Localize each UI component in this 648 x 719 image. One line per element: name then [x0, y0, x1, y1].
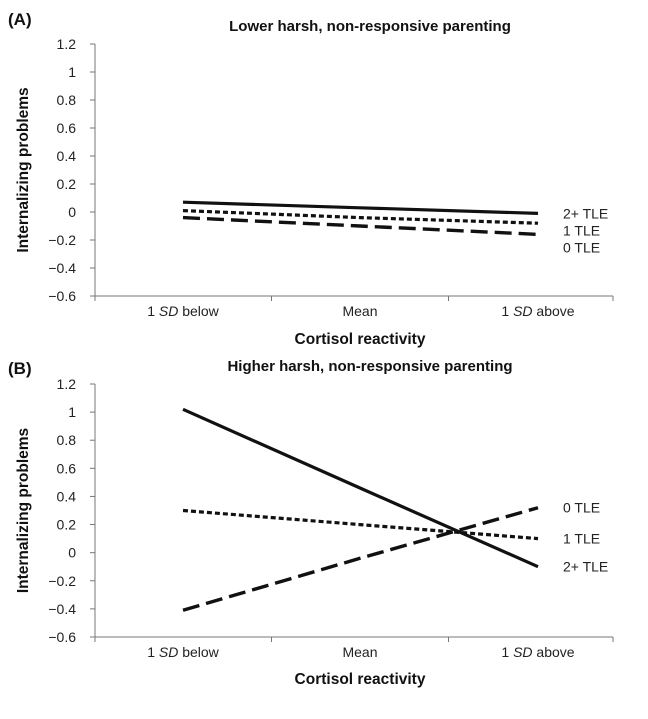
chart-1-y-tick-label: −0.4	[48, 260, 76, 276]
chart-1-y-tick-label: 0.8	[57, 92, 77, 108]
chart-2-series-line-1-tle	[182, 508, 539, 541]
chart-1-series-line-2-tle	[182, 200, 539, 215]
chart-1-x-tick-label: 1 SD above	[501, 303, 574, 319]
chart-2-series-label: 0 TLE	[563, 500, 600, 516]
chart-2-x-tick-label: 1 SD below	[147, 644, 219, 660]
chart-1-series-label: 0 TLE	[563, 239, 600, 255]
chart-2-series-label: 2+ TLE	[563, 559, 608, 575]
chart-1-y-tick-label: 0	[68, 204, 76, 220]
chart-2-y-axis-title: Internalizing problems	[15, 428, 32, 593]
chart-1-series-label: 1 TLE	[563, 222, 600, 238]
chart-2-y-tick-label: −0.4	[48, 601, 76, 617]
chart-2-series-line-0-tle	[182, 506, 539, 612]
chart-2-y-tick-label: −0.2	[48, 573, 76, 589]
chart-2-y-tick-label: 0.2	[57, 517, 77, 533]
chart-2-y-tick-label: 1.2	[57, 376, 77, 392]
chart-1-series-label: 2+ TLE	[563, 205, 608, 221]
chart-1-title: Lower harsh, non-responsive parenting	[229, 18, 511, 35]
chart-2-y-tick-label: 1	[68, 404, 76, 420]
chart-2: (B) Higher harsh, non-responsive parentin…	[8, 358, 614, 688]
chart-2-y-tick-label: 0.4	[57, 488, 77, 504]
chart-1-y-tick-label: 1.2	[57, 36, 77, 52]
chart-2-series-line-2-tle	[182, 407, 539, 569]
chart-1-x-tick-label: Mean	[342, 303, 377, 319]
chart-2-y-tick-label: −0.6	[48, 629, 76, 645]
chart-1-x-axis-title: Cortisol reactivity	[295, 331, 426, 348]
chart-2-series-label: 1 TLE	[563, 531, 600, 547]
chart-1-series-line-0-tle	[182, 215, 539, 237]
chart-2-y-tick-label: 0.6	[57, 460, 77, 476]
chart-1-y-tick-label: 0.4	[57, 148, 77, 164]
chart-2-panel-letter: (B)	[8, 359, 32, 378]
chart-1-y-tick-label: 1	[68, 64, 76, 80]
chart-1-panel-letter: (A)	[8, 10, 32, 29]
chart-2-x-axis-title: Cortisol reactivity	[295, 671, 426, 688]
chart-2-title: Higher harsh, non-responsive parenting	[227, 358, 512, 375]
chart-1: (A) Lower harsh, non-responsive parenting…	[8, 10, 614, 348]
chart-2-y-tick-label: 0.8	[57, 432, 77, 448]
chart-2-y-tick-label: 0	[68, 545, 76, 561]
chart-1-series-line-1-tle	[182, 209, 539, 225]
chart-1-y-tick-label: 0.2	[57, 176, 77, 192]
chart-1-y-tick-label: −0.2	[48, 232, 76, 248]
chart-1-x-tick-label: 1 SD below	[147, 303, 219, 319]
chart-1-y-tick-label: 0.6	[57, 120, 77, 136]
chart-2-x-tick-label: Mean	[342, 644, 377, 660]
chart-2-x-tick-label: 1 SD above	[501, 644, 574, 660]
chart-1-y-axis-title: Internalizing problems	[15, 87, 32, 252]
chart-1-y-tick-label: −0.6	[48, 288, 76, 304]
